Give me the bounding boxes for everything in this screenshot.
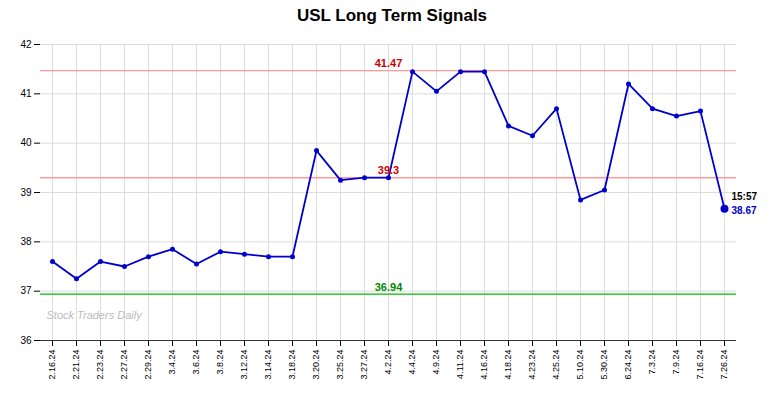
svg-text:3.18.24: 3.18.24 — [287, 350, 297, 380]
svg-text:2.23.24: 2.23.24 — [95, 350, 105, 380]
svg-text:3.12.24: 3.12.24 — [239, 350, 249, 380]
svg-text:7.3.24: 7.3.24 — [647, 350, 657, 375]
svg-text:39: 39 — [20, 187, 32, 198]
svg-text:7.26.24: 7.26.24 — [719, 350, 729, 380]
svg-text:4.9.24: 4.9.24 — [431, 350, 441, 375]
svg-text:37: 37 — [20, 285, 32, 296]
svg-text:4.23.24: 4.23.24 — [527, 350, 537, 380]
svg-text:3.6.24: 3.6.24 — [191, 350, 201, 375]
svg-text:4.16.24: 4.16.24 — [479, 350, 489, 380]
svg-text:3.20.24: 3.20.24 — [311, 350, 321, 380]
svg-text:5.30.24: 5.30.24 — [599, 350, 609, 380]
svg-text:36.94: 36.94 — [375, 281, 403, 293]
svg-text:39.3: 39.3 — [378, 164, 399, 176]
svg-text:7.16.24: 7.16.24 — [695, 350, 705, 380]
svg-text:4.25.24: 4.25.24 — [551, 350, 561, 380]
svg-text:36: 36 — [20, 335, 32, 346]
svg-text:4.2.24: 4.2.24 — [383, 350, 393, 375]
svg-text:6.24.24: 6.24.24 — [623, 350, 633, 380]
svg-text:4.4.24: 4.4.24 — [407, 350, 417, 375]
svg-text:42: 42 — [20, 39, 32, 50]
svg-text:3.27.24: 3.27.24 — [359, 350, 369, 380]
svg-text:4.18.24: 4.18.24 — [503, 350, 513, 380]
svg-text:2.21.24: 2.21.24 — [71, 350, 81, 380]
svg-text:40: 40 — [20, 137, 32, 148]
svg-text:4.11.24: 4.11.24 — [455, 350, 465, 379]
svg-text:Stock Traders Daily: Stock Traders Daily — [47, 309, 144, 321]
svg-text:2.29.24: 2.29.24 — [143, 350, 153, 380]
svg-text:15:57: 15:57 — [732, 191, 758, 202]
svg-text:41: 41 — [20, 88, 32, 99]
svg-text:38.67: 38.67 — [732, 205, 757, 216]
svg-text:3.4.24: 3.4.24 — [167, 350, 177, 375]
svg-text:41.47: 41.47 — [375, 57, 403, 69]
svg-text:2.27.24: 2.27.24 — [119, 350, 129, 380]
svg-text:38: 38 — [20, 236, 32, 247]
svg-text:5.10.24: 5.10.24 — [575, 350, 585, 380]
svg-text:3.14.24: 3.14.24 — [263, 350, 273, 380]
svg-text:7.9.24: 7.9.24 — [671, 350, 681, 375]
html-text:USL Long Term Signals: USL Long Term Signals — [296, 6, 488, 25]
svg-text:3.8.24: 3.8.24 — [215, 350, 225, 375]
svg-text:2.16.24: 2.16.24 — [47, 350, 57, 380]
svg-text:3.25.24: 3.25.24 — [335, 350, 345, 380]
